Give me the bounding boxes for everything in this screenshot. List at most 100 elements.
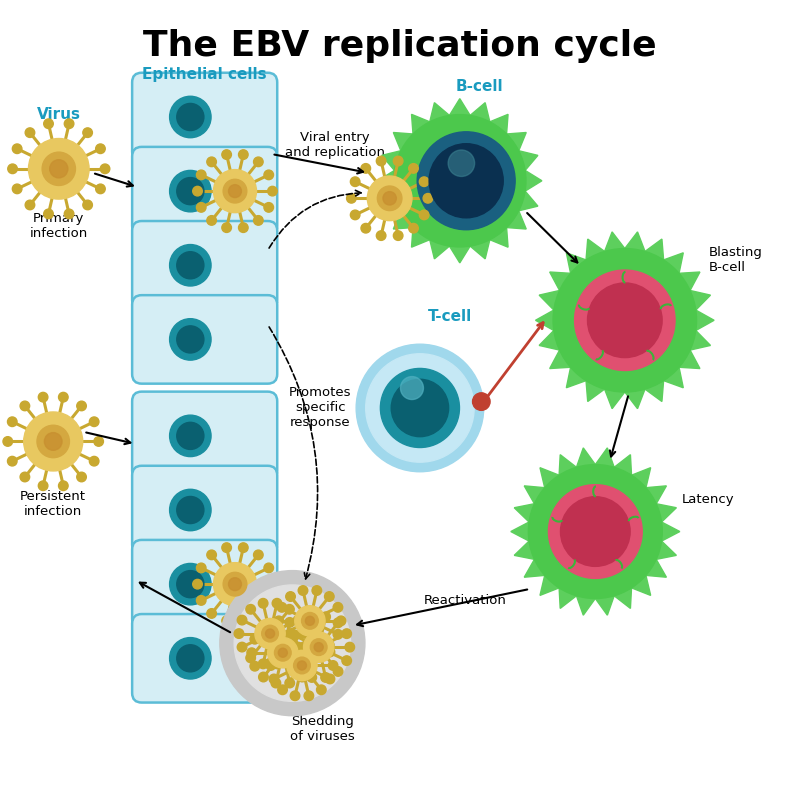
- Circle shape: [342, 629, 351, 638]
- Circle shape: [262, 626, 278, 642]
- Circle shape: [409, 164, 418, 173]
- Circle shape: [274, 616, 284, 626]
- Circle shape: [38, 481, 48, 490]
- Text: Viral entry
and replication: Viral entry and replication: [285, 131, 385, 159]
- FancyBboxPatch shape: [132, 540, 278, 629]
- Circle shape: [298, 661, 306, 670]
- Circle shape: [177, 497, 204, 523]
- Circle shape: [238, 642, 247, 652]
- Text: B-cell: B-cell: [456, 79, 503, 94]
- Circle shape: [366, 354, 474, 462]
- Circle shape: [7, 456, 17, 466]
- Circle shape: [314, 642, 323, 652]
- Circle shape: [290, 630, 300, 640]
- Circle shape: [170, 490, 211, 530]
- Circle shape: [197, 202, 206, 212]
- Circle shape: [254, 157, 263, 166]
- FancyBboxPatch shape: [132, 147, 278, 235]
- Circle shape: [207, 216, 216, 226]
- Circle shape: [3, 437, 13, 446]
- Text: Blasting
B-cell: Blasting B-cell: [709, 246, 762, 274]
- Circle shape: [177, 645, 204, 672]
- Circle shape: [356, 344, 484, 472]
- Circle shape: [342, 656, 351, 666]
- Text: Epithelial cells: Epithelial cells: [142, 67, 267, 82]
- Circle shape: [250, 662, 259, 671]
- Circle shape: [391, 379, 449, 437]
- Circle shape: [294, 606, 325, 636]
- FancyBboxPatch shape: [132, 295, 278, 384]
- Circle shape: [285, 618, 294, 627]
- Circle shape: [285, 678, 294, 688]
- Circle shape: [246, 653, 255, 662]
- Circle shape: [197, 596, 206, 605]
- Polygon shape: [378, 98, 542, 263]
- Circle shape: [100, 164, 110, 174]
- Circle shape: [223, 179, 247, 203]
- Circle shape: [44, 209, 54, 218]
- Circle shape: [8, 164, 18, 174]
- Circle shape: [90, 417, 99, 426]
- Circle shape: [170, 245, 211, 286]
- Circle shape: [258, 598, 268, 608]
- Circle shape: [294, 642, 303, 652]
- Circle shape: [380, 369, 459, 447]
- Circle shape: [334, 666, 343, 676]
- Circle shape: [177, 326, 204, 353]
- Circle shape: [222, 223, 231, 233]
- Text: Primary
infection: Primary infection: [30, 212, 88, 240]
- Circle shape: [277, 630, 286, 639]
- Text: Promotes
specific
response: Promotes specific response: [289, 386, 351, 430]
- Circle shape: [286, 640, 295, 650]
- Circle shape: [553, 249, 697, 392]
- Circle shape: [12, 184, 22, 194]
- Circle shape: [12, 144, 22, 154]
- Circle shape: [238, 543, 248, 553]
- Circle shape: [238, 150, 248, 159]
- Circle shape: [310, 639, 327, 655]
- Circle shape: [250, 634, 259, 644]
- Circle shape: [264, 563, 274, 573]
- Circle shape: [376, 231, 386, 240]
- Circle shape: [394, 156, 403, 166]
- Circle shape: [286, 650, 317, 681]
- Circle shape: [170, 563, 211, 605]
- Circle shape: [20, 472, 30, 482]
- Circle shape: [294, 666, 304, 676]
- Circle shape: [258, 672, 268, 682]
- Circle shape: [278, 636, 287, 646]
- Circle shape: [77, 472, 86, 482]
- Circle shape: [296, 629, 306, 638]
- Circle shape: [170, 415, 211, 457]
- Circle shape: [361, 223, 370, 233]
- Circle shape: [312, 646, 322, 656]
- Circle shape: [254, 216, 263, 226]
- Circle shape: [448, 150, 474, 177]
- Circle shape: [333, 602, 342, 612]
- Circle shape: [350, 210, 360, 220]
- Text: Virus: Virus: [37, 107, 81, 122]
- Circle shape: [574, 270, 675, 370]
- Circle shape: [283, 642, 292, 652]
- Circle shape: [587, 283, 662, 358]
- Circle shape: [423, 194, 433, 203]
- Circle shape: [317, 685, 326, 694]
- Circle shape: [317, 636, 326, 646]
- Circle shape: [234, 629, 244, 638]
- Circle shape: [269, 647, 278, 657]
- Text: Latency: Latency: [682, 493, 734, 506]
- Circle shape: [207, 550, 216, 560]
- Circle shape: [419, 177, 429, 186]
- Circle shape: [286, 656, 295, 666]
- Text: T-cell: T-cell: [428, 309, 472, 324]
- Circle shape: [367, 176, 412, 221]
- Circle shape: [271, 618, 281, 627]
- Circle shape: [207, 609, 216, 618]
- Circle shape: [58, 392, 68, 402]
- Circle shape: [193, 186, 202, 196]
- Circle shape: [303, 632, 334, 662]
- Circle shape: [96, 184, 106, 194]
- Circle shape: [42, 152, 75, 186]
- Circle shape: [24, 412, 82, 471]
- Circle shape: [77, 401, 86, 410]
